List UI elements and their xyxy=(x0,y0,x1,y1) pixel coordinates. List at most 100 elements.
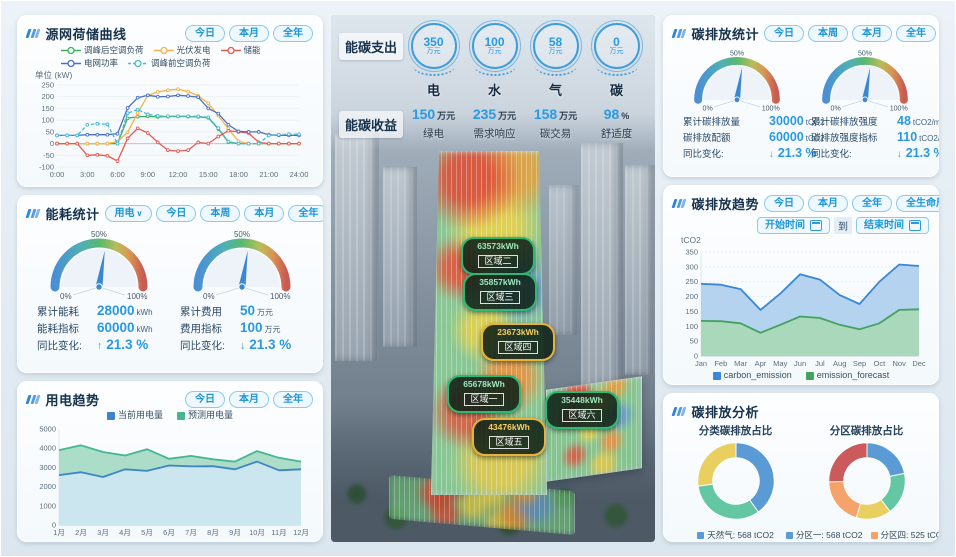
panel-energy-stats: 能耗统计 用电 ∨ 今日 本周 本月 全年 50% 0% 100% 累计能耗 28000 kWh 能… xyxy=(17,195,323,373)
start-date-picker[interactable]: 开始时间 xyxy=(757,216,830,234)
panel-title: 碳排放趋势 xyxy=(691,196,760,212)
svg-text:100%: 100% xyxy=(127,292,147,301)
stat-row: 能耗指标 60000 kWh xyxy=(37,320,168,337)
svg-text:350: 350 xyxy=(685,248,698,257)
building xyxy=(335,133,379,361)
end-date-picker[interactable]: 结束时间 xyxy=(856,216,929,234)
svg-text:Sep: Sep xyxy=(853,359,866,368)
stat-label: 同比变化: xyxy=(683,149,724,160)
panel-title: 用电趋势 xyxy=(45,392,100,408)
region-pill[interactable]: 63573kWh 区域二 xyxy=(461,237,535,275)
stat-label: 同比变化: xyxy=(180,340,225,352)
dropdown-value: 用电 xyxy=(114,207,135,219)
donut-title: 分区碳排放占比 xyxy=(829,425,904,437)
svg-text:5月: 5月 xyxy=(141,528,153,537)
energy-carbon-overlay: 能碳支出 350 万元电 100 万元水 58 万元气 0 万元碳 能碳收益 150 万元 绿电 2… xyxy=(331,15,655,151)
legend-item: carbon_emission xyxy=(712,370,792,381)
expense-row: 能碳支出 350 万元电 100 万元水 58 万元气 0 万元碳 xyxy=(339,20,647,99)
svg-text:4月: 4月 xyxy=(119,528,131,537)
income-unit: 万元 xyxy=(437,111,456,121)
svg-text:100%: 100% xyxy=(890,105,909,112)
income-label: 能碳收益 xyxy=(339,111,403,138)
svg-text:0: 0 xyxy=(50,139,54,148)
stat-label: 累计碳排放量 xyxy=(683,117,741,128)
svg-text:150: 150 xyxy=(41,104,54,113)
region-energy-value: 35448kWh xyxy=(561,395,603,405)
energy-type-dropdown[interactable]: 用电 ∨ xyxy=(104,204,153,222)
range-button[interactable]: 今日 xyxy=(156,204,197,222)
svg-text:18:00: 18:00 xyxy=(229,170,248,179)
calendar-icon xyxy=(810,219,822,231)
range-button[interactable]: 全生命周期 xyxy=(896,194,939,212)
svg-text:0%: 0% xyxy=(203,292,215,301)
range-button[interactable]: 全年 xyxy=(288,204,323,222)
svg-text:100%: 100% xyxy=(762,105,781,112)
region-name: 区域一 xyxy=(464,393,504,406)
svg-text:0:00: 0:00 xyxy=(50,170,65,179)
legend-swatch xyxy=(870,531,878,539)
region-pill[interactable]: 35448kWh 区域六 xyxy=(545,391,619,429)
power-trend-chart: 0 1000 2000 3000 4000 5000 1月 2月 3月 4月 5月 6月 7月 8月 9月 1… xyxy=(27,422,313,538)
right-column: 碳排放统计 今日 本周 本月 全年 50% 0% 100% 累计碳排放量 30000 tCO2 碳… xyxy=(663,15,939,542)
left-column: 源网荷储曲线 今日 本月 全年 调峰后空调负荷 光伏发电 储能 电网功率 调峰前空调负荷 单… xyxy=(17,15,323,542)
svg-text:2000: 2000 xyxy=(39,482,56,491)
stat-row: 同比变化: ↑ 21.3 % xyxy=(37,337,168,354)
range-button[interactable]: 今日 xyxy=(185,24,225,42)
expense-value: 100 xyxy=(484,35,505,49)
range-button[interactable]: 本月 xyxy=(244,204,285,222)
building xyxy=(581,143,623,393)
income-name: 需求响应 xyxy=(473,128,516,140)
expense-item: 350 万元电 xyxy=(406,20,462,99)
range-button[interactable]: 本月 xyxy=(852,24,893,42)
stat-unit: 万元 xyxy=(257,308,274,317)
range-buttons: 今日 本周 本月 全年 xyxy=(764,24,937,42)
range-button[interactable]: 全年 xyxy=(273,24,313,42)
region-energy-value: 43476kWh xyxy=(488,422,530,432)
expense-circle: 0 万元 xyxy=(590,20,643,76)
region-pill[interactable]: 43476kWh 区域五 xyxy=(472,418,546,456)
svg-text:50%: 50% xyxy=(233,230,249,239)
range-button[interactable]: 本周 xyxy=(808,24,849,42)
range-button[interactable]: 全年 xyxy=(896,24,937,42)
stat-unit: tCO2 xyxy=(805,118,825,127)
gauge-block: 50% 0% 100% 累计费用 50 万元 费用指标 100 万元 同比变化: ↓ 21.3 % xyxy=(170,225,313,354)
stat-value: 100 xyxy=(240,320,263,335)
range-button[interactable]: 今日 xyxy=(185,390,225,408)
region-pill[interactable]: 23673kWh 区域四 xyxy=(481,323,555,361)
svg-text:May: May xyxy=(773,359,787,368)
range-button[interactable]: 全年 xyxy=(852,194,893,212)
legend-column: 分区一: 568 tCO2分区二: 465 tCO2分区三: 385 tCO2 xyxy=(785,529,863,542)
region-name: 区域五 xyxy=(489,436,529,449)
expense-item: 0 万元碳 xyxy=(589,20,645,99)
range-button[interactable]: 本月 xyxy=(808,194,849,212)
region-pill[interactable]: 65678kWh 区域一 xyxy=(447,375,521,413)
range-button[interactable]: 今日 xyxy=(764,24,805,42)
arrow-down-icon: ↓ xyxy=(897,149,902,160)
range-button[interactable]: 全年 xyxy=(273,390,313,408)
range-button[interactable]: 本周 xyxy=(200,204,241,222)
expense-name: 碳 xyxy=(609,83,623,98)
unit-label: tCO2 xyxy=(681,235,701,245)
legend-item: 分区四: 525 tCO2 xyxy=(870,529,939,541)
income-value: 150 万元 xyxy=(411,106,456,122)
panel-header: 碳排放趋势 今日本月全年全生命周期 xyxy=(671,193,939,213)
panel-title: 能耗统计 xyxy=(45,206,100,222)
stat-row: 同比变化: ↓21.3 % xyxy=(683,146,817,162)
stat-row: 累计碳排放量 30000 tCO2 xyxy=(683,114,824,130)
range-button[interactable]: 今日 xyxy=(764,194,805,212)
svg-text:200: 200 xyxy=(41,92,54,101)
range-button[interactable]: 本月 xyxy=(229,24,269,42)
expense-unit: 万元 xyxy=(548,48,563,55)
svg-text:Jan: Jan xyxy=(695,359,707,368)
region-pill[interactable]: 35857kWh 区域三 xyxy=(463,273,537,311)
svg-text:100%: 100% xyxy=(270,292,290,301)
stat-label: 累计碳排放强度 xyxy=(811,117,878,128)
range-button[interactable]: 本月 xyxy=(229,390,269,408)
expense-item: 58 万元气 xyxy=(528,20,584,99)
svg-text:24:00: 24:00 xyxy=(290,170,309,179)
building-heatmap-view: 能碳支出 350 万元电 100 万元水 58 万元气 0 万元碳 能碳收益 150 万元 绿电 2… xyxy=(331,15,655,542)
svg-text:Jun: Jun xyxy=(794,359,806,368)
stat-row: 费用指标 100 万元 xyxy=(180,320,311,337)
